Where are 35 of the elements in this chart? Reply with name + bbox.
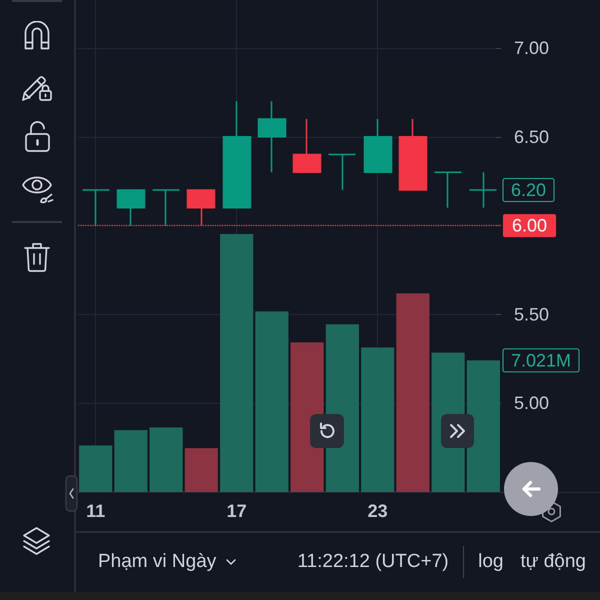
y-tick-label: 5.50 [514, 304, 550, 324]
text: Phạm vi Ngày [98, 551, 216, 573]
candlestick [434, 172, 462, 209]
y-tick-label: 6.50 [514, 126, 550, 147]
text: log [478, 551, 504, 572]
x-tick-label: 17 [226, 501, 247, 521]
bar [114, 430, 148, 492]
candlestick [468, 172, 498, 209]
candlestick [328, 154, 356, 191]
y-tick-label: 7.00 [514, 38, 550, 58]
candlestick [292, 118, 322, 174]
bar [361, 348, 394, 492]
bar [255, 311, 288, 492]
bar [184, 448, 218, 492]
bar [290, 342, 324, 492]
bar [150, 428, 183, 492]
ref-line-label: 6.00 [512, 216, 548, 236]
bar [79, 446, 112, 492]
bar [220, 234, 254, 492]
bar [396, 293, 430, 492]
candlestick [258, 100, 286, 174]
candlestick [364, 118, 392, 174]
candlestick [82, 189, 110, 226]
candlestick [222, 100, 252, 209]
text: 7.021M [511, 350, 572, 370]
text: tự động [520, 551, 586, 572]
candlestick [398, 118, 428, 191]
text: 11:22:12 (UTC+7) [297, 551, 449, 572]
y-tick-label: 5.00 [514, 393, 550, 414]
bar [466, 360, 500, 492]
x-tick-label: 23 [368, 501, 388, 521]
candlestick [116, 189, 146, 226]
candlestick [152, 189, 180, 226]
x-tick-label: 11 [86, 501, 106, 521]
text: 6.20 [511, 180, 546, 200]
